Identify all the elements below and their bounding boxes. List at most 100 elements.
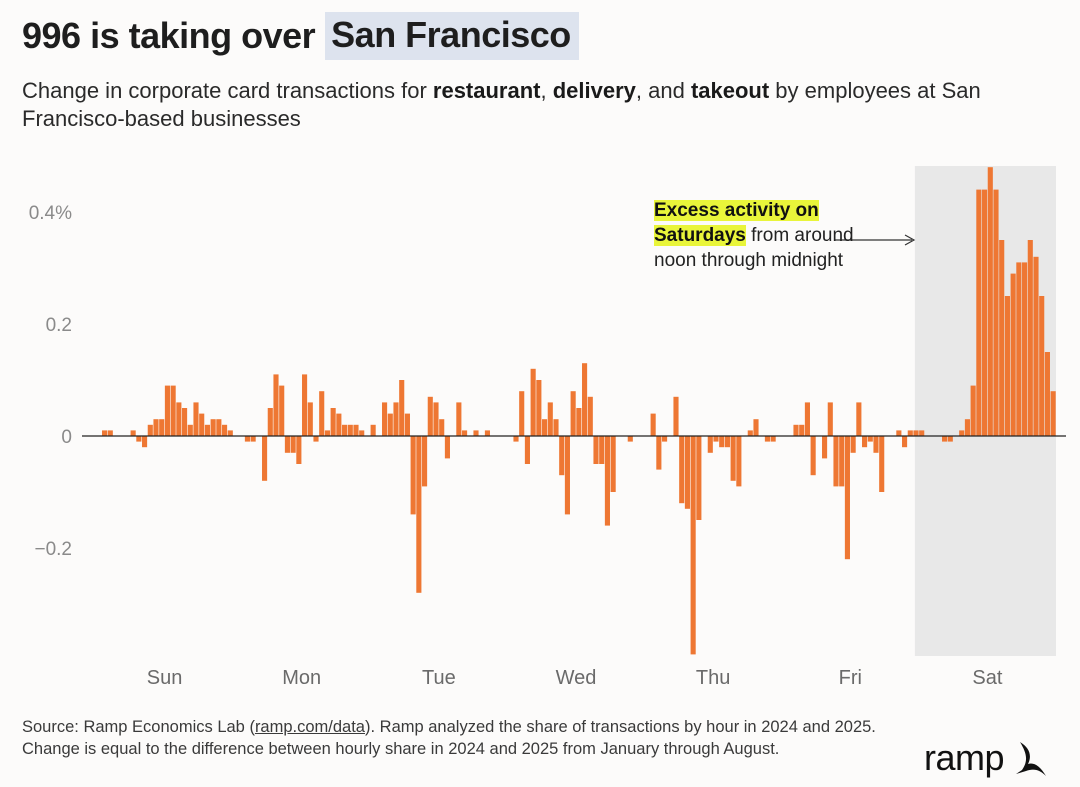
- chart-bar: [696, 436, 702, 520]
- chart-bar: [799, 424, 805, 436]
- subtitle-bold-restaurant: restaurant: [432, 78, 541, 103]
- chart-bar: [570, 391, 576, 436]
- chart-bar: [359, 430, 365, 436]
- chart-bar: [673, 396, 679, 436]
- x-day-label: Thu: [696, 667, 730, 689]
- chart-bar: [370, 424, 376, 436]
- title-highlight: San Francisco: [325, 12, 579, 60]
- subtitle-text: Change in corporate card transactions fo…: [22, 78, 433, 103]
- chart-bar: [1050, 391, 1056, 436]
- chart-bar: [250, 436, 256, 442]
- chart-bar: [102, 430, 108, 436]
- annotation-highlight: Saturdays: [654, 225, 746, 246]
- subtitle-text: , and: [635, 78, 691, 103]
- chart-bar: [982, 189, 988, 436]
- y-tick-label: 0.4%: [29, 203, 72, 224]
- chart-bar: [907, 430, 913, 436]
- source-suffix: ). Ramp analyzed the share of transactio…: [22, 718, 876, 758]
- chart-bar: [690, 436, 696, 655]
- chart-bar: [747, 430, 753, 436]
- x-day-label: Mon: [282, 667, 321, 689]
- y-tick-label: −0.2: [34, 539, 72, 560]
- chart-bar: [1044, 352, 1050, 436]
- chart-bar: [422, 436, 428, 487]
- chart-bar: [164, 385, 170, 436]
- chart-bar: [679, 436, 685, 504]
- source-link[interactable]: ramp.com/data: [254, 718, 365, 736]
- chart-bar: [473, 430, 479, 436]
- chart-bar: [1033, 256, 1039, 436]
- chart-bar: [176, 402, 182, 436]
- chart-bar: [599, 436, 605, 464]
- chart-bar: [993, 189, 999, 436]
- chart-bar: [170, 385, 176, 436]
- source-prefix: Source: Ramp Economics Lab (: [22, 718, 255, 736]
- chart-bar: [342, 424, 348, 436]
- chart-bar: [387, 413, 393, 436]
- title-text: 996 is taking over: [22, 15, 316, 56]
- chart-bar: [107, 430, 113, 436]
- chart-bar: [159, 419, 165, 436]
- chart-bar: [330, 408, 336, 436]
- chart-bar: [513, 436, 519, 442]
- chart-bar: [559, 436, 565, 476]
- chart-bar: [336, 413, 342, 436]
- chart-bar: [867, 436, 873, 442]
- chart-bar: [427, 396, 433, 436]
- subtitle-text: ,: [540, 78, 553, 103]
- chart-bar: [433, 402, 439, 436]
- chart-bar: [856, 402, 862, 436]
- subtitle-text: by employees at San Francisco-based busi…: [22, 78, 981, 131]
- chart-bar: [410, 436, 416, 515]
- chart-bar: [684, 436, 690, 509]
- chart-bar: [804, 402, 810, 436]
- ramp-logo-icon: [1016, 742, 1047, 776]
- annotation-highlight: Excess activity on: [654, 200, 819, 221]
- brand-wordmark: ramp: [924, 737, 1005, 778]
- chart-bar: [1010, 273, 1016, 436]
- chart-bar: [267, 408, 273, 436]
- chart-bar: [307, 402, 313, 436]
- chart-bar: [564, 436, 570, 515]
- chart-bar: [707, 436, 713, 453]
- chart-bar: [399, 380, 405, 436]
- chart-bar: [1022, 262, 1028, 436]
- chart-bar: [1039, 296, 1045, 436]
- chart-bar: [524, 436, 530, 464]
- chart-bar: [1004, 296, 1010, 436]
- chart-bar: [210, 419, 216, 436]
- chart-bar: [970, 385, 976, 436]
- chart-bar: [942, 436, 948, 442]
- chart-bar: [547, 402, 553, 436]
- chart-bar: [582, 363, 588, 436]
- chart-bar: [147, 424, 153, 436]
- chart-bar: [576, 408, 582, 436]
- chart-bar: [964, 419, 970, 436]
- chart-bar: [382, 402, 388, 436]
- hourly-change-chart: 0.4% 0.2 0 −0.2 Sun Mon Tue Wed Thu Fri Sat: [29, 166, 1066, 689]
- chart-bar: [999, 240, 1005, 436]
- chart-bar: [416, 436, 422, 593]
- chart-bar: [719, 436, 725, 448]
- chart-bar: [656, 436, 662, 470]
- chart-bar: [713, 436, 719, 442]
- chart-bar: [850, 436, 856, 453]
- chart-bar: [290, 436, 296, 453]
- chart-bar: [662, 436, 668, 442]
- chart-bar: [536, 380, 542, 436]
- chart-bar: [770, 436, 776, 442]
- x-day-label: Tue: [422, 667, 456, 689]
- chart-bar: [736, 436, 742, 487]
- chart-bar: [142, 436, 148, 448]
- chart-bar: [542, 419, 548, 436]
- chart-bar: [827, 402, 833, 436]
- chart-bar: [222, 424, 228, 436]
- chart-bar: [204, 424, 210, 436]
- chart-bar: [313, 436, 319, 442]
- chart-bar: [753, 419, 759, 436]
- chart-bar: [724, 436, 730, 448]
- chart-bar: [844, 436, 850, 560]
- chart-bar: [136, 436, 142, 442]
- chart-bar: [319, 391, 325, 436]
- chart-bar: [604, 436, 610, 526]
